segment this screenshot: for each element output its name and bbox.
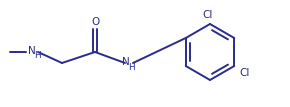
Text: O: O [91, 17, 99, 27]
Text: Cl: Cl [239, 68, 249, 78]
Text: H: H [128, 62, 134, 71]
Text: N: N [122, 57, 130, 67]
Text: N: N [28, 46, 36, 56]
Text: Cl: Cl [203, 10, 213, 20]
Text: H: H [34, 51, 40, 59]
